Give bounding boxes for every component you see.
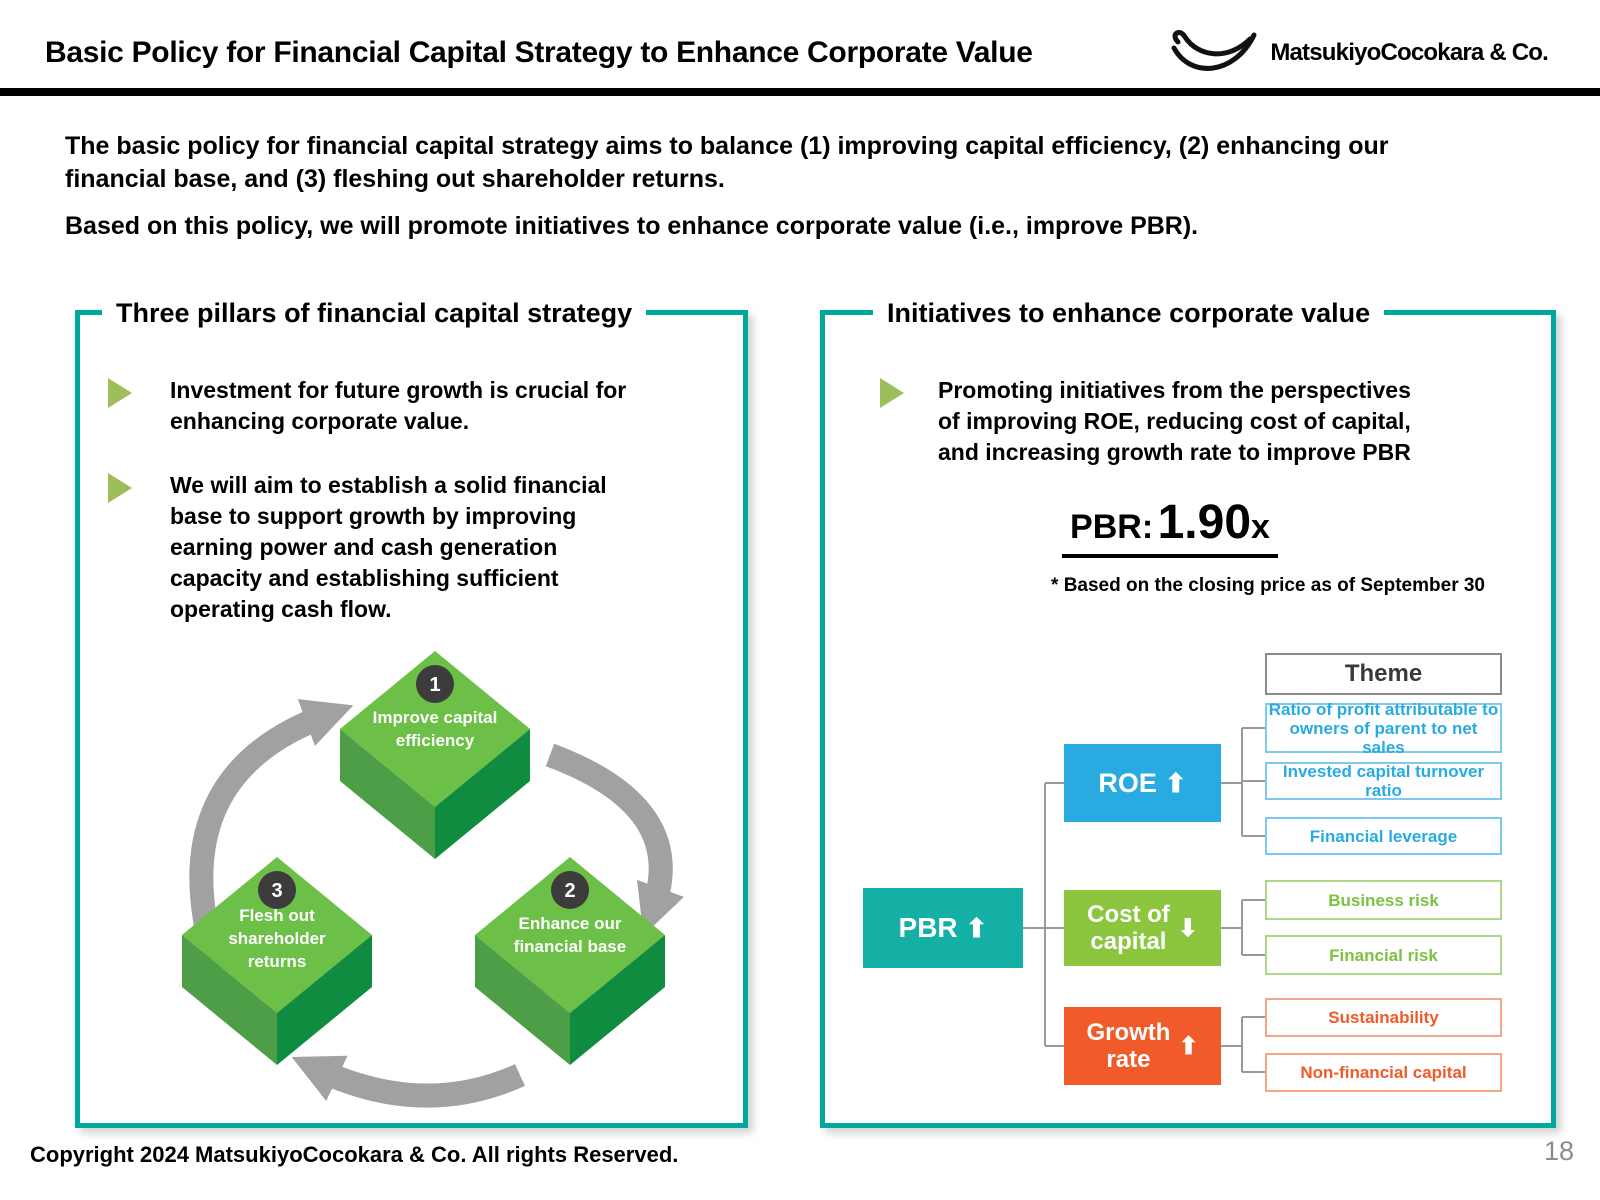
- initiatives-panel: Initiatives to enhance corporate value P…: [820, 293, 1556, 1128]
- pbr-label: PBR:: [1070, 508, 1154, 546]
- node-label: Growth rate: [1086, 1019, 1171, 1073]
- bullet-text: Investment for future growth is crucial …: [170, 377, 627, 434]
- svg-text:Improve capital: Improve capital: [373, 708, 498, 727]
- brand-logo: MatsukiyoCocokara & Co.: [1168, 26, 1549, 80]
- theme-item-financial-risk: Financial risk: [1265, 935, 1502, 975]
- bullet-triangle-icon: [108, 473, 132, 503]
- svg-text:shareholder: shareholder: [228, 929, 326, 948]
- three-pillars-panel: Three pillars of financial capital strat…: [75, 293, 748, 1128]
- connector-lines: [1023, 727, 1265, 1073]
- svg-text:Flesh out: Flesh out: [239, 906, 315, 925]
- svg-text:2: 2: [564, 880, 575, 902]
- theme-item-invested-capital-turnover: Invested capital turnover ratio: [1265, 762, 1502, 800]
- three-pillars-title: Three pillars of financial capital strat…: [102, 293, 647, 333]
- bullet-triangle-icon: [108, 378, 132, 408]
- initiatives-title: Initiatives to enhance corporate value: [873, 293, 1385, 333]
- theme-item-financial-leverage: Financial leverage: [1265, 817, 1502, 855]
- intro-text: The basic policy for financial capital s…: [65, 130, 1535, 243]
- pillars-bullet-2: We will aim to establish a solid financi…: [108, 470, 728, 625]
- down-arrow-icon: ⬇: [1177, 914, 1198, 942]
- svg-text:1: 1: [429, 674, 440, 696]
- node-label: ROE: [1098, 767, 1157, 798]
- growth-rate-node: Growth rate ⬆: [1064, 1007, 1221, 1085]
- brand-smile-icon: [1171, 30, 1257, 71]
- brand-name: MatsukiyoCocokara & Co.: [1270, 39, 1548, 66]
- header-divider: [0, 88, 1600, 96]
- intro-paragraph-2: Based on this policy, we will promote in…: [65, 212, 1199, 240]
- up-arrow-icon: ⬆: [965, 912, 988, 943]
- pillars-bullet-1: Investment for future growth is crucial …: [108, 375, 728, 437]
- number-badge: [551, 871, 589, 909]
- initiatives-bullet: Promoting initiatives from the perspecti…: [880, 375, 1510, 468]
- bullet-text: We will aim to establish a solid financi…: [170, 472, 607, 622]
- intro-paragraph-1: The basic policy for financial capital s…: [65, 132, 1389, 193]
- svg-text:efficiency: efficiency: [396, 731, 475, 750]
- up-arrow-icon: ⬆: [1178, 1032, 1199, 1060]
- theme-item-sustainability: Sustainability: [1265, 998, 1502, 1037]
- svg-text:Enhance our: Enhance our: [519, 914, 622, 933]
- bullet-triangle-icon: [880, 378, 904, 408]
- pbr-ratio: PBR: 1.90x: [825, 495, 1515, 558]
- number-badge: [416, 665, 454, 703]
- theme-header: Theme: [1265, 653, 1502, 695]
- up-arrow-icon: ⬆: [1164, 767, 1187, 798]
- svg-text:financial base: financial base: [514, 937, 626, 956]
- pbr-node: PBR ⬆: [863, 888, 1023, 968]
- page-number: 18: [1543, 1136, 1574, 1166]
- pbr-driver-diagram: PBR ⬆ ROE ⬆ Cost of capital ⬇ Growth rat…: [825, 315, 1551, 1123]
- theme-item-non-financial-capital: Non-financial capital: [1265, 1053, 1502, 1092]
- number-badge: [258, 871, 296, 909]
- page-title: Basic Policy for Financial Capital Strat…: [45, 36, 1033, 69]
- pbr-footnote: * Based on the closing price as of Septe…: [1051, 575, 1485, 596]
- cube-2-enhance-financial-base: 2 Enhance our financial base: [475, 857, 665, 1065]
- pbr-suffix: x: [1251, 508, 1270, 546]
- roe-node: ROE ⬆: [1064, 744, 1221, 822]
- theme-item-business-risk: Business risk: [1265, 880, 1502, 920]
- bullet-text: Promoting initiatives from the perspecti…: [938, 377, 1411, 465]
- cost-of-capital-node: Cost of capital ⬇: [1064, 890, 1221, 966]
- node-label: PBR: [898, 912, 958, 943]
- cube-3-flesh-out-shareholder-returns: 3 Flesh out shareholder returns: [182, 857, 372, 1065]
- svg-text:3: 3: [271, 880, 282, 902]
- three-pillars-cycle-diagram: 1 Improve capital efficiency 2 Enhance o…: [182, 651, 684, 1108]
- theme-item-profit-ratio: Ratio of profit attributable to owners o…: [1265, 700, 1502, 757]
- node-label: Cost of capital: [1087, 901, 1170, 955]
- pbr-value: 1.90: [1157, 496, 1252, 549]
- svg-text:returns: returns: [248, 952, 307, 971]
- copyright-notice: Copyright 2024 MatsukiyoCocokara & Co. A…: [30, 1142, 679, 1167]
- cube-1-improve-capital-efficiency: 1 Improve capital efficiency: [340, 651, 530, 859]
